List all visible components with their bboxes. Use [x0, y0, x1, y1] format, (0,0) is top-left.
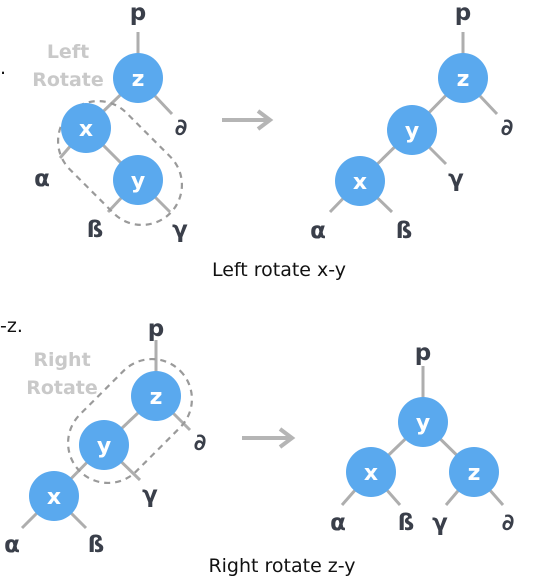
bottom-before-tree: -z. Right Rotate p z y x ∂ γ α ß: [0, 315, 207, 558]
leaf-gamma: γ: [142, 482, 158, 508]
leaf-gamma: γ: [172, 217, 188, 243]
parent-label: p: [130, 0, 146, 26]
parent-label: p: [148, 316, 164, 342]
node-y-label: y: [97, 434, 111, 459]
bottom-edge-fragment: -z.: [0, 315, 23, 337]
bottom-after-tree: p y x z α ß γ ∂: [330, 340, 514, 536]
node-y: [387, 105, 437, 155]
node-z-label: z: [150, 385, 163, 410]
node-x: [61, 103, 111, 153]
node-y: [113, 155, 163, 205]
node-z-label: z: [468, 461, 481, 486]
node-y: [398, 397, 448, 447]
node-y: [79, 420, 129, 470]
leaf-beta: ß: [88, 532, 105, 558]
node-x-label: x: [364, 461, 378, 486]
bottom-arrow: [242, 427, 296, 449]
parent-label: p: [415, 340, 431, 366]
rotation-highlight: [66, 357, 194, 485]
caption-right-rotate: Right rotate z-y: [208, 555, 355, 577]
node-x: [346, 447, 396, 497]
node-x-label: x: [353, 170, 367, 195]
node-z: [131, 371, 181, 421]
node-z-label: z: [457, 67, 470, 92]
node-y-label: y: [405, 119, 419, 144]
leaf-alpha: α: [330, 510, 346, 536]
caption-left-rotate: Left rotate x-y: [212, 259, 346, 281]
leaf-alpha: α: [34, 166, 50, 192]
node-x-label: x: [79, 117, 93, 142]
top-before-tree: . Left Rotate p z x y ∂ α ß γ: [0, 0, 188, 243]
top-edge-fragment: .: [0, 57, 6, 79]
node-y-label: y: [416, 411, 430, 436]
node-z: [438, 53, 488, 103]
leaf-beta: ß: [398, 510, 415, 536]
left-rotate-tag-line1: Left: [47, 41, 89, 63]
parent-label: p: [455, 0, 471, 26]
leaf-gamma: γ: [432, 510, 448, 536]
right-rotate-tag-line1: Right: [33, 349, 90, 371]
node-z-label: z: [132, 67, 145, 92]
leaf-gamma: γ: [448, 166, 464, 192]
node-z: [113, 53, 163, 103]
node-x: [335, 156, 385, 206]
leaf-delta: ∂: [175, 115, 188, 141]
top-arrow: [222, 109, 274, 131]
leaf-beta: ß: [87, 217, 104, 243]
top-after-tree: p z y x ∂ γ α ß: [310, 0, 513, 244]
node-x: [29, 471, 79, 521]
node-y-label: y: [131, 169, 145, 194]
right-rotate-tag-line2: Rotate: [26, 377, 98, 399]
node-x-label: x: [47, 485, 61, 510]
arrow-head: [256, 109, 274, 131]
leaf-alpha: α: [4, 532, 20, 558]
left-rotate-tag-line2: Rotate: [32, 69, 104, 91]
leaf-beta: ß: [396, 218, 413, 244]
leaf-delta: ∂: [502, 510, 515, 536]
leaf-delta: ∂: [194, 430, 207, 456]
node-z: [449, 447, 499, 497]
leaf-delta: ∂: [501, 115, 514, 141]
arrow-head: [278, 427, 296, 449]
leaf-alpha: α: [310, 218, 326, 244]
